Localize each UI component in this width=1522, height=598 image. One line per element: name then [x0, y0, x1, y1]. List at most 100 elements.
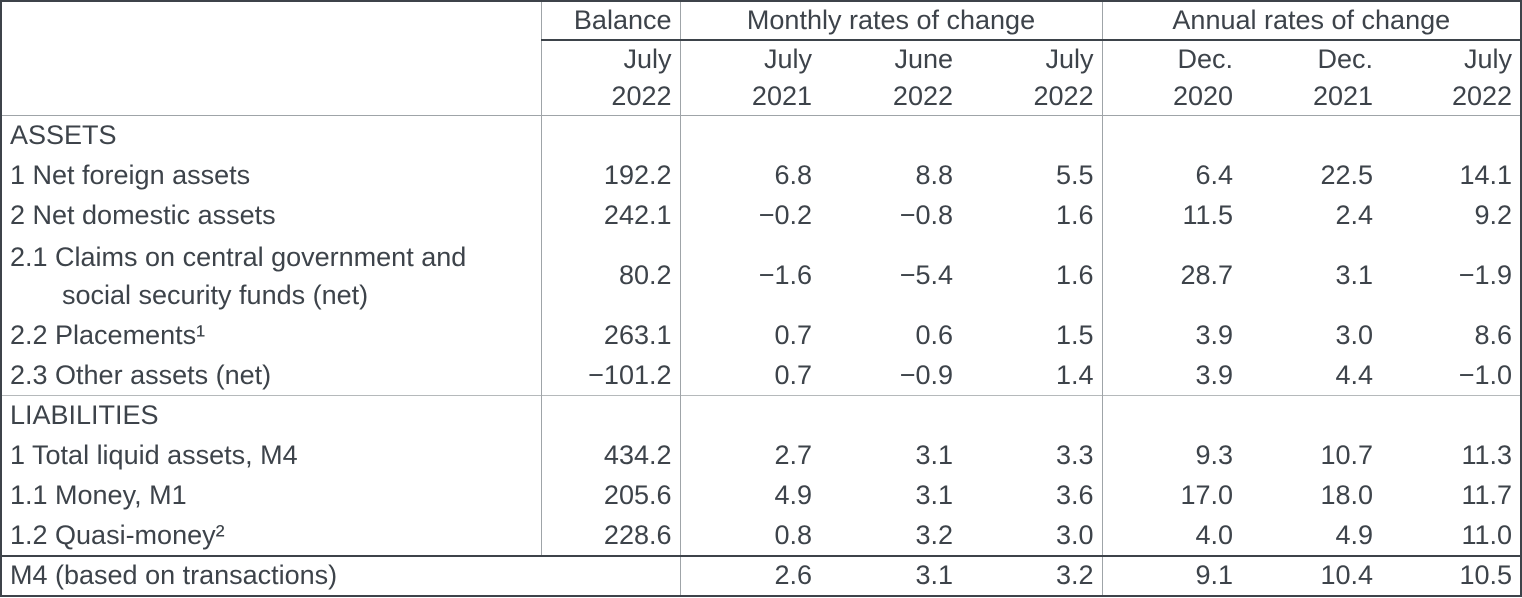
annual-rate-value: 11.3 — [1461, 440, 1513, 470]
monthly-rate-value: 3.6 — [961, 475, 1103, 516]
row-label: 1.2 Quasi-money² — [1, 515, 542, 556]
empty-cell — [1381, 116, 1521, 156]
monthly-rate-value: 3.1 — [915, 440, 953, 470]
balance-value: 434.2 — [541, 435, 681, 476]
balance-value: 263.1 — [541, 315, 681, 356]
row-label-header — [1, 1, 542, 116]
footer-label: M4 (based on transactions) — [1, 554, 681, 596]
balance-column-header: Balance — [541, 1, 681, 41]
balance-value: 80.2 — [541, 235, 681, 316]
annual-rate-value: 10.4 — [1241, 554, 1382, 596]
empty-cell — [1102, 395, 1242, 436]
monthly-rate-value: 3.2 — [961, 554, 1103, 596]
monthly-rate-value: 0.6 — [915, 320, 953, 350]
monthly-rate-value: 3.1 — [820, 554, 961, 596]
section-label: ASSETS — [1, 115, 542, 156]
period-year: 2022 — [611, 81, 672, 111]
section-row-liabilities: LIABILITIES — [1, 395, 1522, 436]
period-month: July — [763, 44, 812, 74]
balance-value: 192.2 — [541, 155, 681, 196]
monthly-rate-value: 3.0 — [961, 515, 1103, 556]
monthly-rate-value: 0.7 — [774, 320, 812, 350]
annual-period-header: Dec. 2020 — [1102, 40, 1242, 116]
annual-rate-value: 18.0 — [1320, 480, 1374, 510]
monthly-rate-value: 8.8 — [915, 160, 953, 190]
monthly-period-header: July 2021 — [680, 40, 820, 116]
annual-rate-value: 3.9 — [1195, 359, 1234, 390]
section-label: LIABILITIES — [1, 395, 542, 436]
row-label: 1.1 Money, M1 — [1, 475, 542, 516]
monthly-rate-value: 3.3 — [961, 435, 1103, 476]
monthly-period-header: June 2022 — [820, 40, 961, 116]
table-row: 2 Net domestic assets 242.1 −0.2 −0.8 1.… — [1, 195, 1521, 236]
empty-cell — [1241, 395, 1382, 436]
empty-cell — [541, 395, 681, 436]
period-month: July — [623, 44, 672, 74]
annual-rate-value: 22.5 — [1320, 160, 1374, 190]
annual-rate-value: 4.9 — [1335, 519, 1374, 550]
monthly-rate-value: 1.6 — [961, 195, 1103, 236]
header-row-titles: Balance Monthly rates of change Annual r… — [1, 1, 1522, 116]
balance-value: −101.2 — [541, 355, 681, 396]
balance-value: 228.6 — [541, 515, 681, 556]
annual-rate-value: 4.0 — [1195, 519, 1234, 550]
period-month: July — [1045, 44, 1094, 74]
balance-value: 242.1 — [541, 195, 681, 236]
empty-cell — [820, 116, 961, 156]
monthly-rate-value: −0.8 — [899, 200, 953, 230]
empty-cell — [1102, 116, 1241, 156]
empty-cell — [961, 395, 1103, 436]
table-row: 2.2 Placements¹ 263.1 0.7 0.6 1.5 3.9 3.… — [1, 315, 1521, 356]
annual-rate-value: 3.1 — [1335, 260, 1374, 290]
row-label: 1 Net foreign assets — [1, 155, 542, 196]
row-label-line1: 2.1 Claims on central government and — [10, 241, 467, 272]
annual-rates-header: Annual rates of change — [1102, 1, 1522, 41]
table-row: 1.1 Money, M1 205.6 4.9 3.1 3.6 17.0 18.… — [1, 475, 1521, 516]
monthly-rate-value: 1.6 — [961, 235, 1103, 316]
header-row-periods: July 2022 July 2021 June 2022 July 2022 … — [1, 40, 1522, 116]
empty-cell — [1241, 116, 1381, 156]
monthly-rate-value: 4.9 — [774, 480, 812, 510]
annual-rate-value: 10.7 — [1320, 440, 1374, 470]
annual-rate-value: 17.0 — [1180, 480, 1234, 510]
monthly-rate-value: −0.2 — [758, 200, 812, 230]
period-year: 2021 — [751, 81, 812, 111]
annual-rate-value: 28.7 — [1180, 260, 1234, 290]
period-year: 2020 — [1172, 81, 1234, 111]
period-month: June — [894, 44, 953, 74]
annual-rate-value: 8.6 — [1474, 320, 1513, 350]
monthly-rate-value: 3.2 — [915, 519, 953, 550]
row-label: 2.2 Placements¹ — [1, 315, 542, 356]
table-row: 2.1 Claims on central government and soc… — [1, 235, 1521, 316]
annual-rate-value: 6.4 — [1195, 160, 1234, 190]
period-year: 2022 — [1451, 81, 1513, 111]
empty-cell — [541, 115, 681, 156]
annual-rate-value: −1.9 — [1458, 260, 1513, 290]
empty-cell — [820, 395, 961, 436]
annual-period-header: July 2022 — [1381, 40, 1522, 116]
row-label: 2 Net domestic assets — [1, 195, 542, 236]
annual-rate-value: 9.1 — [1102, 554, 1242, 596]
annual-rate-value: −1.0 — [1458, 359, 1513, 390]
monthly-rate-value: 0.7 — [774, 359, 812, 390]
monthly-rate-value: 3.1 — [915, 480, 953, 510]
monthly-rate-value: 2.7 — [774, 440, 812, 470]
row-label: 1 Total liquid assets, M4 — [1, 435, 542, 476]
table-row: 1.2 Quasi-money² 228.6 0.8 3.2 3.0 4.0 4… — [1, 515, 1521, 556]
annual-period-header: Dec. 2021 — [1241, 40, 1382, 116]
monthly-rate-value: 1.5 — [961, 315, 1103, 356]
empty-cell — [680, 116, 820, 156]
annual-rate-value: 11.5 — [1182, 200, 1234, 230]
annual-rate-value: 4.4 — [1335, 359, 1374, 390]
empty-cell — [1381, 395, 1522, 436]
annual-rate-value: 11.7 — [1461, 480, 1513, 510]
monthly-rate-value: 0.8 — [774, 519, 812, 550]
monthly-rate-value: −5.4 — [899, 260, 953, 290]
monthly-rate-value: 5.5 — [961, 155, 1103, 196]
period-month: July — [1464, 44, 1513, 74]
annual-rate-value: 2.4 — [1335, 200, 1374, 230]
annual-rate-value: 3.9 — [1195, 320, 1234, 350]
period-year: 2022 — [1033, 81, 1094, 111]
row-label-line2: social security funds (net) — [62, 279, 369, 310]
